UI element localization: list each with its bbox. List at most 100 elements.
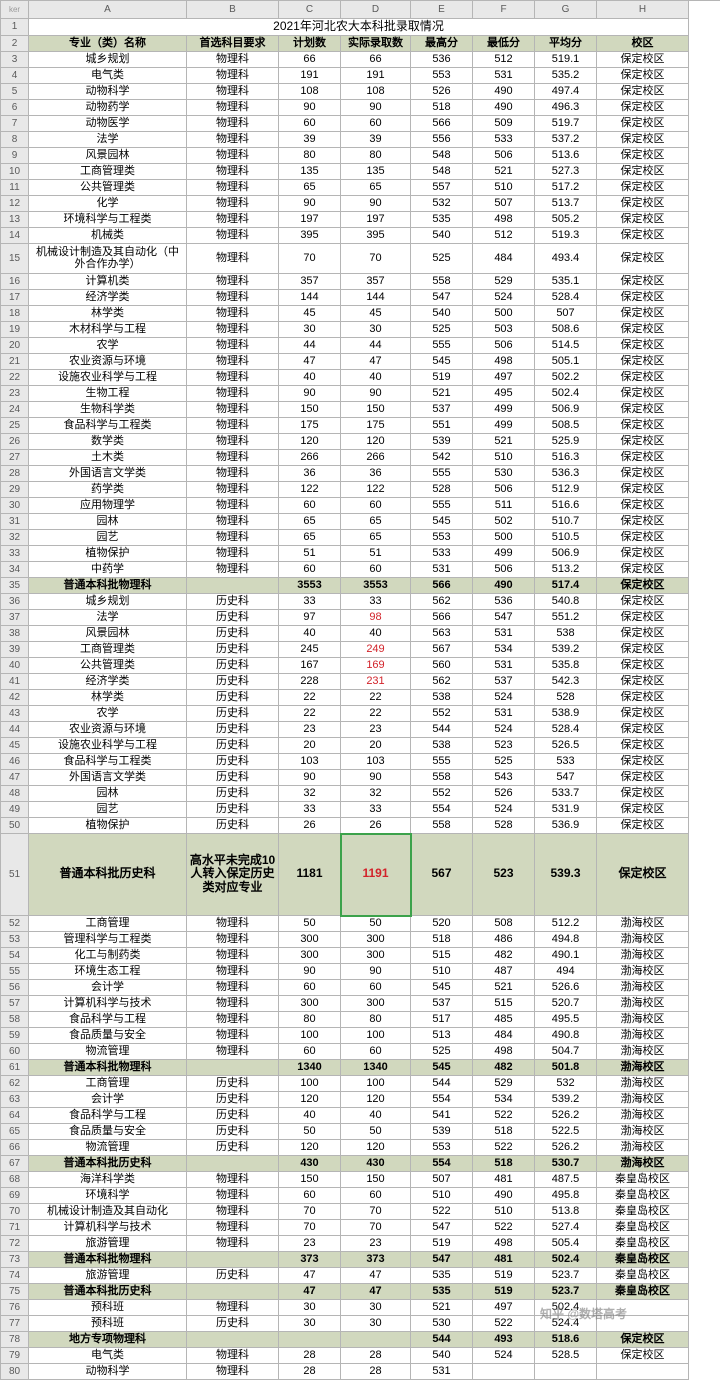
data-cell <box>597 1300 689 1316</box>
data-cell: 60 <box>341 498 411 514</box>
column-header: H <box>597 1 689 19</box>
data-cell: 工商管理类 <box>29 164 187 180</box>
data-cell: 538 <box>411 738 473 754</box>
data-cell: 373 <box>279 1252 341 1268</box>
row-number: 43 <box>1 706 29 722</box>
data-cell: 设施农业科学与工程 <box>29 738 187 754</box>
data-cell: 537.2 <box>535 132 597 148</box>
data-cell: 531 <box>473 68 535 84</box>
data-cell: 50 <box>279 916 341 932</box>
data-cell: 公共管理类 <box>29 658 187 674</box>
row-number: 58 <box>1 1012 29 1028</box>
data-cell: 531 <box>411 1364 473 1380</box>
data-cell: 物理科 <box>187 196 279 212</box>
data-cell: 保定校区 <box>597 546 689 562</box>
data-cell: 保定校区 <box>597 466 689 482</box>
data-cell: 历史科 <box>187 626 279 642</box>
data-cell: 553 <box>411 530 473 546</box>
data-cell <box>187 1252 279 1268</box>
data-cell: 物理科 <box>187 1204 279 1220</box>
data-cell: 历史科 <box>187 1268 279 1284</box>
data-cell: 工商管理类 <box>29 642 187 658</box>
data-cell: 保定校区 <box>597 562 689 578</box>
data-cell: 1340 <box>279 1060 341 1076</box>
data-cell: 539.3 <box>535 834 597 916</box>
data-cell: 506 <box>473 148 535 164</box>
data-cell: 经济学类 <box>29 290 187 306</box>
data-cell: 513 <box>411 1028 473 1044</box>
data-cell: 47 <box>341 1268 411 1284</box>
data-cell: 536.3 <box>535 466 597 482</box>
data-cell: 490 <box>473 1188 535 1204</box>
data-cell: 536.9 <box>535 818 597 834</box>
data-cell <box>341 1332 411 1348</box>
data-cell: 50 <box>279 1124 341 1140</box>
data-cell: 环境科学 <box>29 1188 187 1204</box>
data-cell: 500 <box>473 306 535 322</box>
data-cell: 395 <box>279 228 341 244</box>
data-cell: 522 <box>473 1140 535 1156</box>
data-cell: 525 <box>473 754 535 770</box>
data-cell: 物理科 <box>187 290 279 306</box>
row-number: 60 <box>1 1044 29 1060</box>
data-cell: 510.7 <box>535 514 597 530</box>
data-cell: 517.4 <box>535 578 597 594</box>
data-cell: 物理科 <box>187 306 279 322</box>
data-cell: 535.1 <box>535 274 597 290</box>
data-cell: 经济学类 <box>29 674 187 690</box>
data-cell: 60 <box>341 116 411 132</box>
data-cell: 物理科 <box>187 164 279 180</box>
data-cell: 539 <box>411 434 473 450</box>
data-cell: 动物科学 <box>29 1364 187 1380</box>
row-number: 25 <box>1 418 29 434</box>
data-cell: 中药学 <box>29 562 187 578</box>
data-cell: 园艺 <box>29 530 187 546</box>
row-number: 67 <box>1 1156 29 1172</box>
data-cell: 保定校区 <box>597 770 689 786</box>
data-cell: 534 <box>473 1092 535 1108</box>
data-cell: 保定校区 <box>597 100 689 116</box>
data-cell: 524 <box>473 802 535 818</box>
row-number: 48 <box>1 786 29 802</box>
data-cell: 物理科 <box>187 148 279 164</box>
data-cell: 528 <box>473 818 535 834</box>
data-cell: 533.7 <box>535 786 597 802</box>
data-cell: 园林 <box>29 786 187 802</box>
data-cell: 80 <box>341 1012 411 1028</box>
data-cell: 507 <box>473 196 535 212</box>
data-cell <box>535 1364 597 1380</box>
data-cell: 40 <box>279 626 341 642</box>
data-cell: 食品质量与安全 <box>29 1124 187 1140</box>
data-cell: 机械设计制造及其自动化 <box>29 1204 187 1220</box>
data-cell: 机械设计制造及其自动化（中外合作办学） <box>29 244 187 274</box>
data-cell: 90 <box>341 964 411 980</box>
data-cell: 522 <box>473 1108 535 1124</box>
data-cell: 45 <box>341 306 411 322</box>
row-number: 9 <box>1 148 29 164</box>
data-cell: 数学类 <box>29 434 187 450</box>
data-cell: 保定校区 <box>597 530 689 546</box>
data-cell: 1181 <box>279 834 341 916</box>
data-cell: 502.4 <box>535 1300 597 1316</box>
data-cell: 30 <box>279 1300 341 1316</box>
data-cell: 物理科 <box>187 996 279 1012</box>
data-cell: 秦皇岛校区 <box>597 1188 689 1204</box>
data-cell: 490.1 <box>535 948 597 964</box>
data-cell: 园艺 <box>29 802 187 818</box>
data-cell: 物理科 <box>187 1220 279 1236</box>
data-cell: 渤海校区 <box>597 1076 689 1092</box>
data-cell: 23 <box>341 722 411 738</box>
data-cell: 519 <box>411 370 473 386</box>
row-number: 73 <box>1 1252 29 1268</box>
data-cell: 535 <box>411 212 473 228</box>
data-cell: 543 <box>473 770 535 786</box>
data-cell: 507 <box>535 306 597 322</box>
data-cell: 527.3 <box>535 164 597 180</box>
data-cell: 373 <box>341 1252 411 1268</box>
data-cell: 物理科 <box>187 1044 279 1060</box>
data-cell: 231 <box>341 674 411 690</box>
data-cell: 498 <box>473 212 535 228</box>
row-number: 38 <box>1 626 29 642</box>
data-cell: 物理科 <box>187 916 279 932</box>
data-cell: 560 <box>411 658 473 674</box>
